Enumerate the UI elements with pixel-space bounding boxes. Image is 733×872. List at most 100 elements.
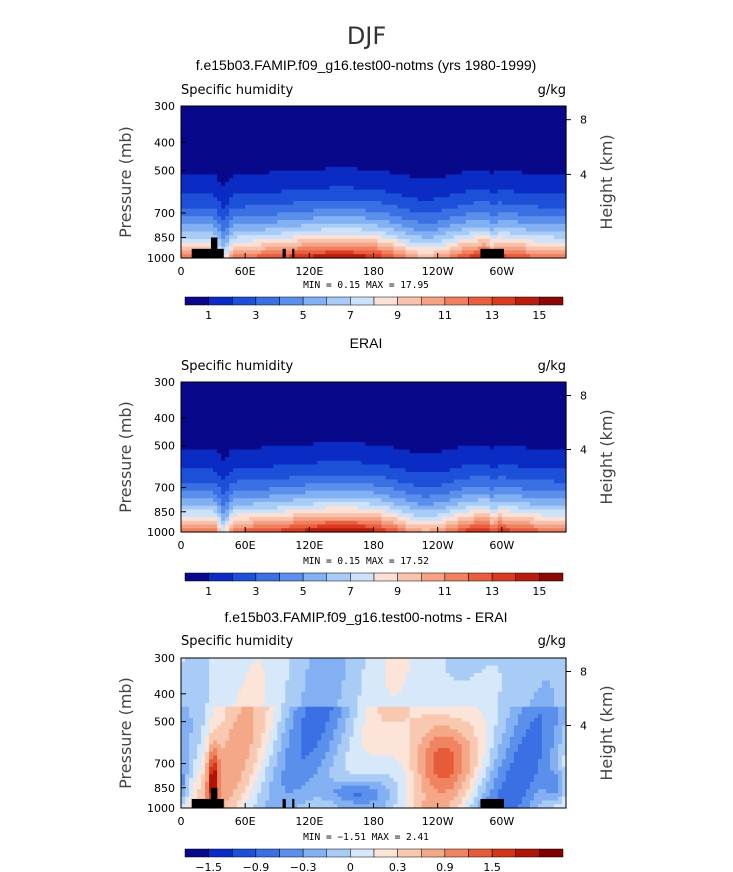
heatmap-cell bbox=[365, 212, 371, 217]
heatmap-cell bbox=[353, 125, 359, 130]
heatmap-cell bbox=[489, 227, 495, 232]
heatmap-cell bbox=[545, 159, 551, 164]
heatmap-cell bbox=[337, 250, 343, 255]
heatmap-cell bbox=[301, 193, 306, 198]
heatmap-cell bbox=[293, 242, 298, 248]
heatmap-cell bbox=[373, 182, 379, 187]
heatmap-cell bbox=[549, 400, 555, 406]
heatmap-cell bbox=[249, 159, 254, 164]
heatmap-cell bbox=[393, 393, 399, 398]
heatmap-cell bbox=[441, 393, 447, 398]
heatmap-cell bbox=[493, 189, 499, 194]
heatmap-cell bbox=[317, 193, 322, 198]
heatmap-cell bbox=[209, 113, 214, 118]
heatmap-cell bbox=[233, 404, 238, 409]
heatmap-cell bbox=[465, 239, 471, 244]
heatmap-cell bbox=[529, 132, 535, 137]
heatmap-cell bbox=[501, 178, 507, 183]
heatmap-cell bbox=[389, 204, 395, 210]
heatmap-cell bbox=[517, 178, 523, 183]
heatmap-cell bbox=[401, 174, 407, 179]
heatmap-cell bbox=[549, 193, 555, 198]
heatmap-cell bbox=[333, 223, 339, 229]
heatmap-cell bbox=[509, 216, 515, 221]
heatmap-cell bbox=[329, 113, 334, 118]
heatmap-cell bbox=[505, 170, 511, 175]
heatmap-cell bbox=[185, 404, 190, 409]
heatmap-cell bbox=[353, 136, 359, 141]
heatmap-cell bbox=[441, 140, 447, 145]
heatmap-cell bbox=[429, 125, 435, 130]
heatmap-cell bbox=[485, 166, 491, 172]
heatmap-cell bbox=[485, 208, 491, 213]
heatmap-cell bbox=[229, 242, 234, 248]
heatmap-cell bbox=[221, 125, 226, 130]
heatmap-cell bbox=[521, 106, 527, 111]
panel-title: f.e15b03.FAMIP.f09_g16.test00-notms (yrs… bbox=[196, 57, 537, 73]
heatmap-cell bbox=[429, 147, 435, 153]
heatmap-cell bbox=[525, 182, 531, 187]
heatmap-cell bbox=[289, 106, 294, 111]
heatmap-cell bbox=[393, 212, 399, 217]
heatmap-cell bbox=[329, 254, 334, 259]
heatmap-cell bbox=[293, 419, 298, 424]
heatmap-cell bbox=[429, 393, 435, 398]
heatmap-cell bbox=[465, 147, 471, 153]
heatmap-cell bbox=[433, 132, 439, 137]
heatmap-cell bbox=[393, 227, 399, 232]
heatmap-cell bbox=[201, 223, 206, 229]
heatmap-cell bbox=[441, 136, 447, 141]
heatmap-cell bbox=[493, 408, 499, 413]
heatmap-cell bbox=[181, 163, 186, 168]
heatmap-cell bbox=[309, 121, 314, 126]
heatmap-cell bbox=[393, 397, 399, 402]
heatmap-cell bbox=[409, 204, 415, 210]
heatmap-cell bbox=[441, 144, 447, 149]
heatmap-cell bbox=[301, 382, 306, 387]
heatmap-cell bbox=[217, 117, 222, 122]
heatmap-cell bbox=[209, 193, 214, 198]
heatmap-cell bbox=[381, 231, 387, 236]
heatmap-cell bbox=[245, 197, 250, 202]
heatmap-cell bbox=[241, 239, 246, 244]
heatmap-cell bbox=[417, 382, 423, 387]
heatmap-cell bbox=[449, 220, 455, 225]
heatmap-cell bbox=[553, 408, 559, 413]
heatmap-cell bbox=[561, 201, 567, 206]
heatmap-cell bbox=[497, 382, 503, 387]
heatmap-cell bbox=[341, 223, 347, 229]
heatmap-cell bbox=[349, 151, 355, 156]
heatmap-cell bbox=[285, 397, 290, 402]
heatmap-cell bbox=[549, 189, 555, 194]
heatmap-cell bbox=[557, 163, 563, 168]
heatmap-cell bbox=[337, 151, 343, 156]
heatmap-cell bbox=[273, 400, 278, 406]
heatmap-cell bbox=[421, 178, 427, 183]
heatmap-cell bbox=[293, 208, 298, 213]
heatmap-cell bbox=[265, 208, 270, 213]
heatmap-cell bbox=[485, 393, 491, 398]
heatmap-cell bbox=[389, 415, 395, 421]
heatmap-cell bbox=[461, 415, 467, 421]
heatmap-cell bbox=[257, 404, 262, 409]
heatmap-cell bbox=[477, 147, 483, 153]
heatmap-cell bbox=[217, 423, 222, 428]
heatmap-cell bbox=[245, 385, 250, 391]
heatmap-cell bbox=[437, 216, 443, 221]
heatmap-cell bbox=[213, 235, 218, 240]
heatmap-cell bbox=[493, 231, 499, 236]
heatmap-cell bbox=[469, 242, 475, 248]
heatmap-cell bbox=[397, 415, 403, 421]
heatmap-cell bbox=[497, 182, 503, 187]
heatmap-cell bbox=[313, 189, 318, 194]
y-tick-label: 400 bbox=[154, 136, 175, 149]
heatmap-cell bbox=[345, 155, 351, 160]
heatmap-cell bbox=[265, 231, 270, 236]
heatmap-cell bbox=[357, 385, 363, 391]
heatmap-cell bbox=[373, 128, 379, 134]
heatmap-cell bbox=[193, 128, 198, 134]
heatmap-cell bbox=[297, 223, 302, 229]
heatmap-cell bbox=[181, 408, 186, 413]
heatmap-cell bbox=[213, 208, 218, 213]
